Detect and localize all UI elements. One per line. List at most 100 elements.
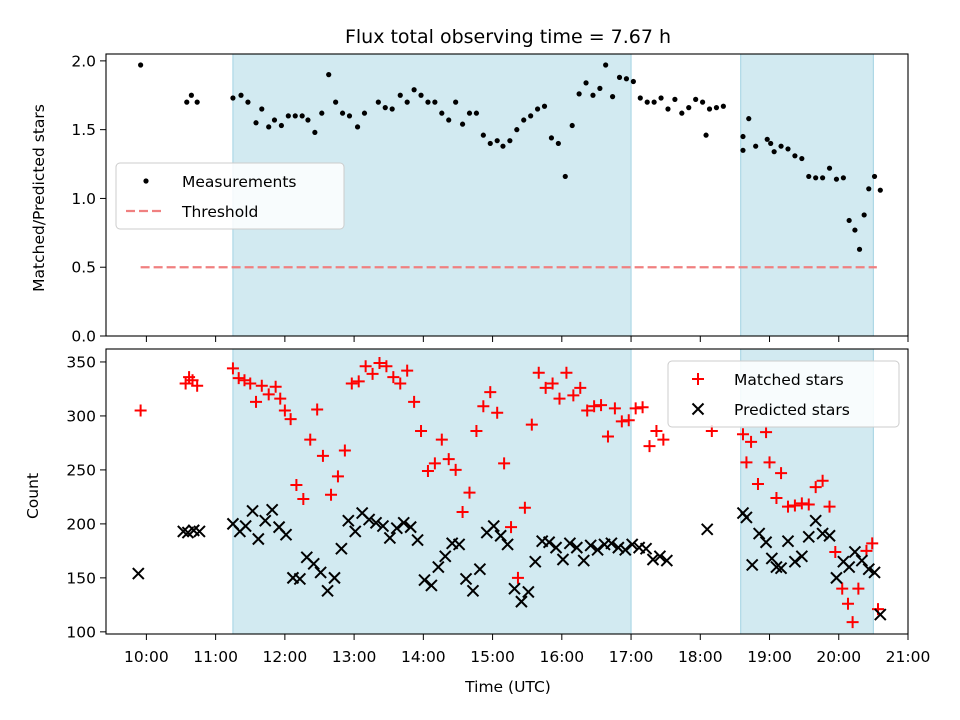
measurements-point <box>616 74 623 80</box>
matched-stars-point <box>226 362 239 375</box>
matched-stars-point <box>505 521 518 534</box>
matched-stars-point <box>525 418 538 431</box>
measurements-point <box>871 173 878 180</box>
predicted-stars-point <box>328 571 341 585</box>
matched-stars-point <box>615 415 628 428</box>
measurements-point <box>609 94 616 100</box>
matched-stars-point <box>380 360 393 373</box>
bottom-legend <box>667 360 900 428</box>
measurements-point <box>333 99 339 105</box>
predicted-stars-point <box>252 532 265 546</box>
matched-stars-point <box>290 479 303 492</box>
predicted-stars-point <box>279 528 293 541</box>
legend-marker-measurements <box>143 178 149 184</box>
x-tick-label: 18:00 <box>678 648 723 666</box>
predicted-stars-point <box>816 527 829 540</box>
matched-stars-point <box>816 474 829 487</box>
matched-stars-point <box>316 449 329 462</box>
matched-stars-point <box>352 375 365 388</box>
measurements-point <box>753 143 759 149</box>
measurements-point <box>548 135 555 141</box>
matched-stars-point <box>781 500 794 513</box>
matched-stars-point <box>134 404 147 417</box>
matched-stars-point <box>442 453 455 466</box>
x-tick-label: 13:00 <box>332 648 377 666</box>
predicted-stars-point <box>653 550 667 563</box>
bottom-y-tick-label: 300 <box>66 407 96 425</box>
predicted-stars-point <box>349 525 362 538</box>
measurements-point <box>389 106 395 112</box>
matched-stars-point <box>484 386 497 399</box>
predicted-stars-point <box>605 537 618 550</box>
measurements-point <box>699 99 706 105</box>
measurements-point <box>266 124 272 130</box>
matched-stars-point <box>745 435 758 448</box>
matched-stars-point <box>852 582 865 595</box>
predicted-stars-point <box>193 525 206 538</box>
measurements-point <box>806 173 812 180</box>
legend-label-matched-stars: Matched stars <box>734 371 844 389</box>
x-tick-label: 19:00 <box>747 648 792 666</box>
predicted-stars-point <box>746 558 759 572</box>
matched-stars-point <box>802 498 815 511</box>
measurements-point <box>494 138 500 144</box>
matched-stars-point <box>608 402 621 415</box>
predicted-stars-point <box>855 554 869 567</box>
top-y-tick-label: 2.0 <box>71 52 96 70</box>
top-y-tick-label: 0.0 <box>71 328 96 346</box>
bottom-axes-frame <box>105 348 909 635</box>
matched-stars-point <box>311 403 324 416</box>
measurements-point <box>534 106 541 112</box>
measurements-point <box>852 227 858 233</box>
predicted-stars-point <box>625 538 639 551</box>
matched-stars-point <box>795 497 808 510</box>
matched-stars-point <box>622 414 635 427</box>
matched-stars-point <box>846 616 859 629</box>
measurements-point <box>521 117 527 123</box>
predicted-stars-point <box>660 554 674 567</box>
predicted-stars-point <box>501 538 514 551</box>
chart-title: Flux total observing time = 7.67 h <box>345 26 671 48</box>
matched-stars-point <box>829 545 842 558</box>
measurements-point <box>411 87 417 93</box>
bottom-y-tick-label: 150 <box>66 569 96 587</box>
matched-stars-point <box>394 377 407 390</box>
predicted-stars-point <box>494 529 507 542</box>
measurements-point <box>785 146 791 152</box>
matched-stars-point <box>560 366 573 379</box>
matched-stars-point <box>179 377 192 390</box>
predicted-stars-point <box>265 503 279 517</box>
top-shaded-region <box>740 54 874 336</box>
predicted-stars-point <box>765 552 779 565</box>
measurements-point <box>672 96 678 102</box>
measurements-point <box>184 99 190 105</box>
matched-stars-point <box>366 367 379 380</box>
matched-stars-point <box>191 379 204 392</box>
measurements-point <box>623 76 630 82</box>
predicted-stars-point <box>542 536 556 549</box>
matched-stars-point <box>511 571 524 584</box>
measurements-point <box>354 124 361 130</box>
x-tick-label: 15:00 <box>470 648 515 666</box>
measurements-point <box>292 113 298 119</box>
bottom-shaded-region <box>232 349 632 634</box>
measurements-point <box>453 99 459 105</box>
measurements-point <box>285 113 291 119</box>
measurements-point <box>686 105 692 111</box>
matched-stars-point <box>269 380 282 393</box>
measurements-point <box>720 103 726 109</box>
matched-stars-point <box>359 360 372 373</box>
matched-stars-point <box>255 379 268 392</box>
measurements-point <box>866 186 872 192</box>
matched-stars-point <box>539 381 552 394</box>
matched-stars-point <box>477 400 490 413</box>
predicted-stars-point <box>556 553 570 566</box>
matched-stars-point <box>297 493 310 506</box>
measurements-point <box>339 110 346 116</box>
predicted-stars-point <box>529 555 542 568</box>
predicted-stars-point <box>390 521 404 535</box>
matched-stars-point <box>338 444 351 457</box>
bottom-y-axis-label: Count <box>24 473 42 519</box>
matched-stars-point <box>574 381 587 394</box>
matched-stars-point <box>841 597 854 610</box>
